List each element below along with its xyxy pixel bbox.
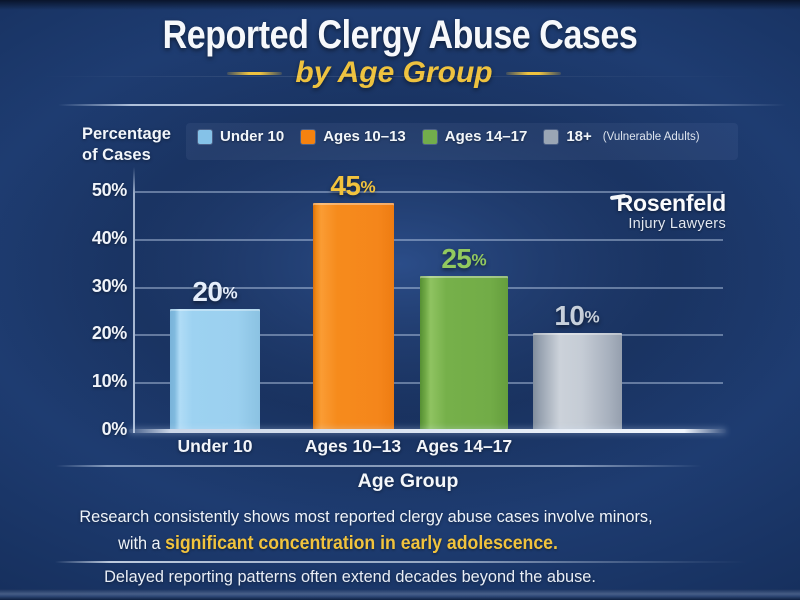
brand-tagline: Injury Lawyers <box>628 215 726 232</box>
legend-swatch-icon <box>198 129 212 144</box>
footer-line-2: with a significant concentration in earl… <box>0 533 710 555</box>
legend-label: Ages 14–17 <box>444 128 528 145</box>
footer-line-3: Delayed reporting patterns often extend … <box>104 567 596 586</box>
bar-value-label: 25% <box>441 242 487 274</box>
x-tick-label: Ages 10–13 <box>304 436 402 456</box>
y-tick-label: 0% <box>101 419 128 439</box>
y-tick-label: 10% <box>91 371 127 392</box>
footer-divider-line <box>55 561 747 563</box>
top-vignette <box>0 0 800 10</box>
legend: Under 10 Ages 10–13 Ages 14–17 18+ (Vulnerab… <box>198 128 700 145</box>
x-axis-label-divider <box>56 465 702 467</box>
x-tick-label: Ages 14–17 <box>415 436 513 456</box>
legend-note: (Vulnerable Adults) <box>602 130 700 143</box>
subtitle-row: by Age Group <box>0 56 794 90</box>
y-axis-line <box>133 167 135 433</box>
legend-swatch-icon <box>301 129 316 144</box>
footer-line-1: Research consistently shows most reporte… <box>79 507 653 526</box>
page-subtitle: by Age Group <box>295 56 493 89</box>
background-flare-line <box>0 76 800 77</box>
x-axis-baseline <box>129 429 726 433</box>
legend-label: 18+ <box>566 128 592 145</box>
gridline-40% <box>135 238 723 241</box>
x-axis-title: Age Group <box>357 470 459 492</box>
legend-item: Under 10 <box>198 128 284 145</box>
y-tick-label: 20% <box>91 323 127 344</box>
bar-18+ (Vulnerable Adults) <box>532 333 622 431</box>
brand-name: Rosenfeld <box>609 191 726 215</box>
legend-label: Ages 10–13 <box>323 128 406 145</box>
brand-logo: Rosenfeld Injury Lawyers <box>540 191 726 232</box>
y-axis-title: Percentage of Cases <box>82 125 171 165</box>
legend-item: Ages 10–13 <box>301 128 406 145</box>
subtitle-dash-left <box>227 71 283 75</box>
bar-Ages 10–13 <box>312 202 394 431</box>
footer-line-2-highlight: significant concentration in early adole… <box>165 533 558 554</box>
legend-background <box>186 123 738 160</box>
legend-swatch-icon <box>544 129 559 144</box>
bar-value-label: 20% <box>192 275 238 307</box>
header-divider-line <box>58 104 786 106</box>
y-tick-label: 30% <box>91 275 127 296</box>
bottom-edge-band <box>0 589 800 600</box>
legend-item: Ages 14–17 <box>422 128 528 145</box>
footer-line-2-prefix: with a <box>118 533 166 553</box>
y-tick-label: 40% <box>91 227 127 248</box>
bar-Ages 14–17 <box>420 275 508 431</box>
legend-item: 18+ (Vulnerable Adults) <box>544 128 700 145</box>
bar-Under 10 <box>170 308 260 431</box>
bar-value-label: 45% <box>330 169 376 201</box>
x-tick-label: Under 10 <box>177 436 253 456</box>
subtitle-dash-right <box>505 71 561 75</box>
page-title: Reported Clergy Abuse Cases <box>162 13 638 57</box>
gridline-50% <box>135 191 723 193</box>
y-tick-label: 50% <box>91 180 127 200</box>
legend-label: Under 10 <box>220 128 285 145</box>
bar-value-label: 10% <box>554 300 600 331</box>
legend-swatch-icon <box>422 129 437 144</box>
